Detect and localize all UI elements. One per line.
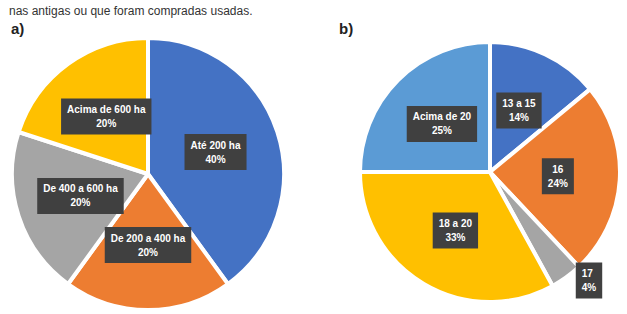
svg-text:a): a)	[11, 20, 24, 37]
svg-text:De 200 a 400 ha: De 200 a 400 ha	[111, 233, 186, 244]
svg-text:20%: 20%	[138, 247, 158, 258]
svg-text:24%: 24%	[548, 178, 568, 189]
svg-text:25%: 25%	[432, 125, 452, 136]
svg-text:Acima de 600 ha: Acima de 600 ha	[67, 104, 146, 115]
svg-text:Até 200 ha: Até 200 ha	[191, 140, 241, 151]
svg-text:33%: 33%	[445, 232, 465, 243]
svg-text:13 a 15: 13 a 15	[502, 98, 536, 109]
svg-text:17: 17	[582, 268, 594, 279]
svg-text:4%: 4%	[582, 282, 597, 293]
svg-text:b): b)	[339, 20, 353, 37]
svg-text:40%: 40%	[206, 154, 226, 165]
svg-text:16: 16	[552, 164, 564, 175]
svg-text:20%: 20%	[70, 197, 90, 208]
svg-text:20%: 20%	[96, 118, 116, 129]
svg-text:14%: 14%	[509, 112, 529, 123]
svg-text:De 400 a 600 ha: De 400 a 600 ha	[43, 183, 118, 194]
svg-text:nas antigas ou que foram compr: nas antigas ou que foram compradas usada…	[9, 4, 252, 18]
svg-text:Acima de 20: Acima de 20	[413, 111, 472, 122]
svg-text:18 a 20: 18 a 20	[439, 218, 473, 229]
